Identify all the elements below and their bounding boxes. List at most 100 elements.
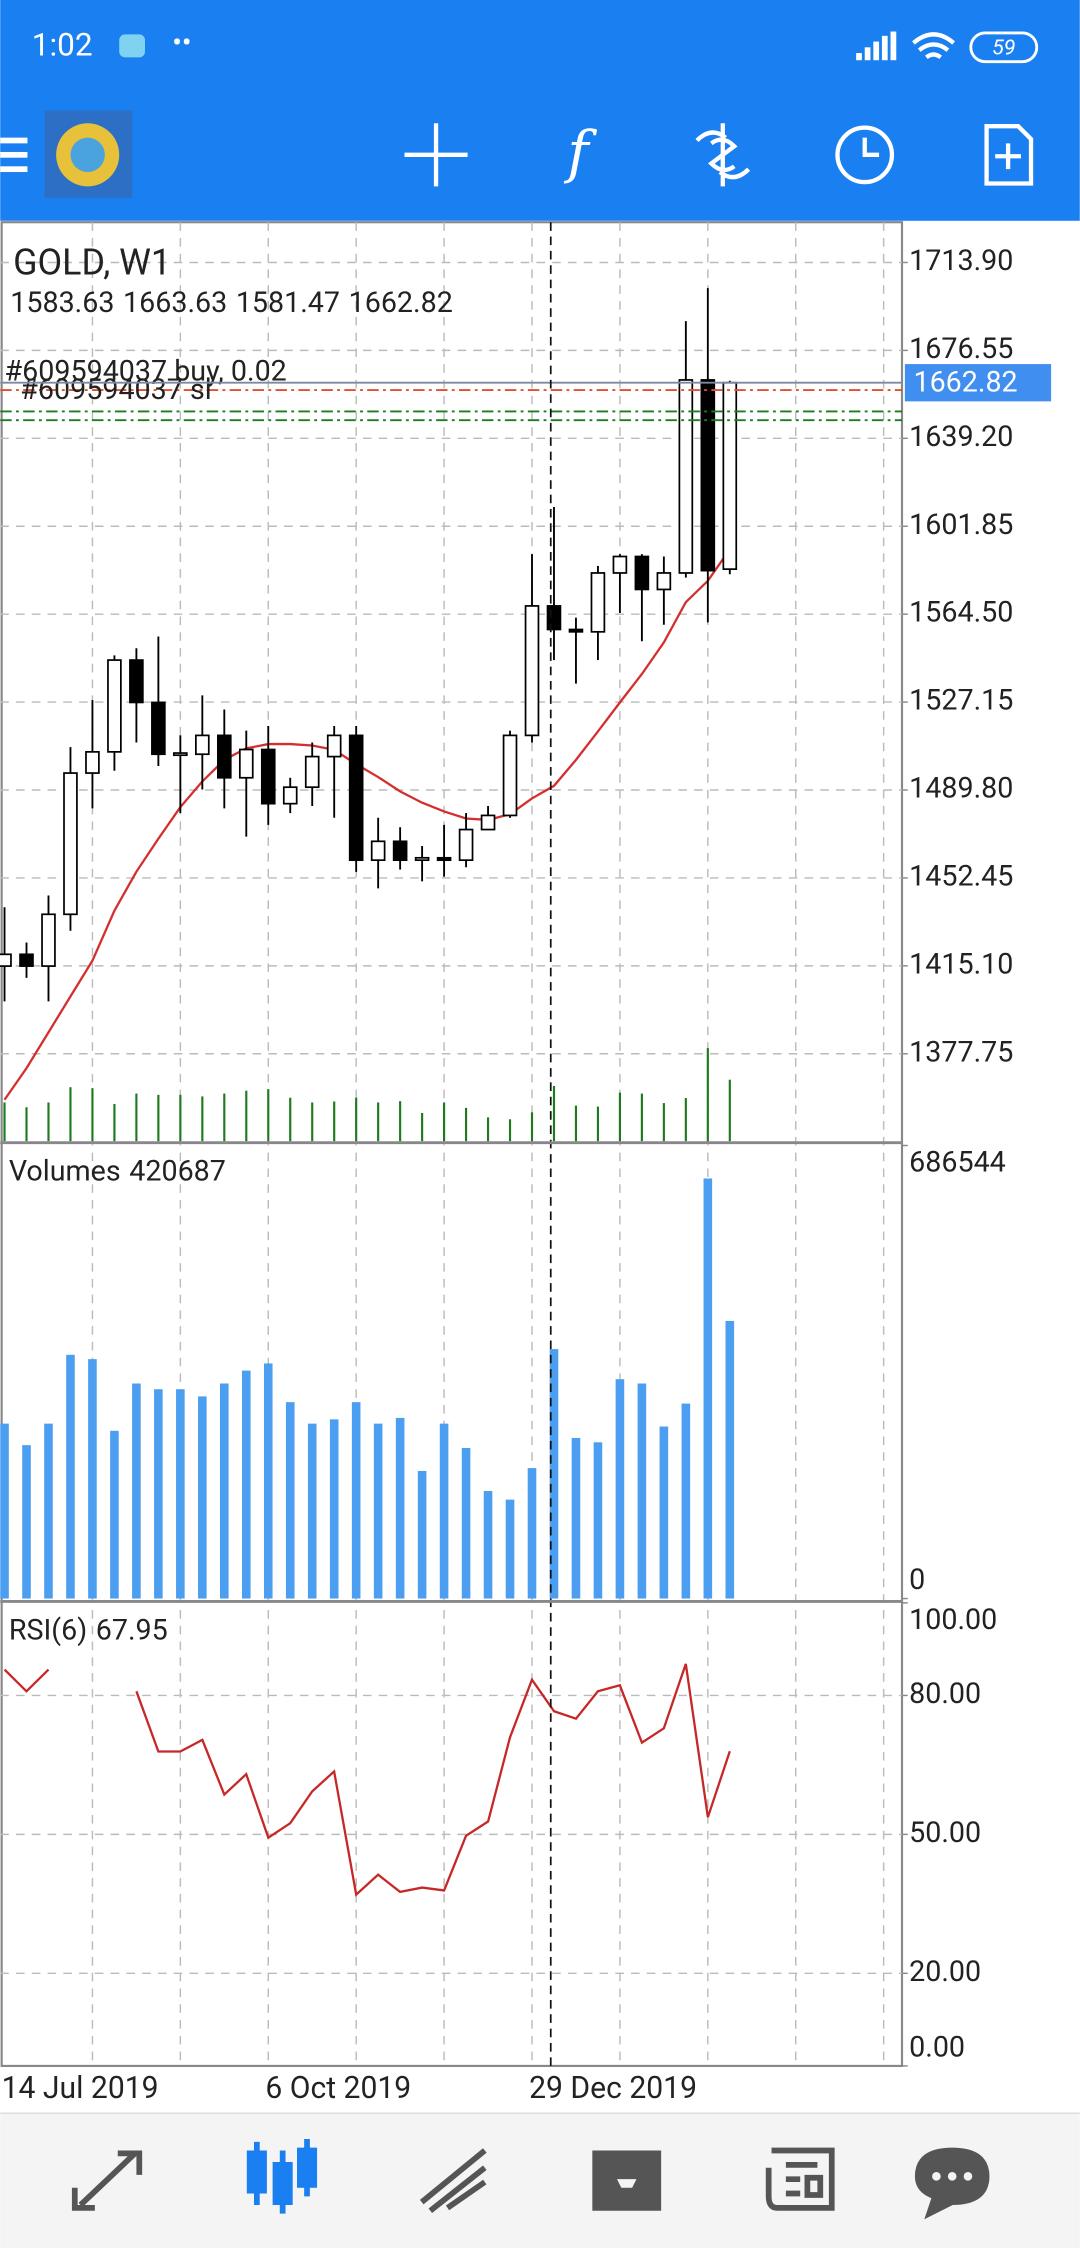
y-tick-label: 1527.15 [909, 683, 1013, 717]
candle-body [260, 748, 276, 805]
x-tick-label: 14 Jul 2019 [2, 2071, 159, 2106]
candle-body [63, 772, 78, 916]
rsi-last: 67.95 [96, 1612, 168, 1646]
candle-body [129, 659, 144, 704]
nav-chart[interactable] [246, 2139, 318, 2214]
candle-body [370, 840, 386, 862]
menu-button[interactable] [0, 137, 28, 173]
y-tick-label: 80.00 [909, 1676, 981, 1710]
chart-title: GOLD, W1 [13, 242, 171, 284]
nav-trade[interactable] [419, 2148, 487, 2213]
candle-body [107, 659, 122, 753]
new-order-button[interactable] [984, 124, 1034, 186]
volume-bar [527, 1468, 537, 1599]
volume-bar [329, 1419, 339, 1599]
status-icon [119, 34, 146, 58]
volume-bar [88, 1359, 97, 1599]
volume-bar [373, 1423, 383, 1599]
volume-bar [659, 1426, 669, 1599]
nav-history[interactable] [592, 2150, 662, 2211]
y-tick-label: 1452.45 [909, 859, 1013, 893]
candle-body [436, 856, 452, 862]
y-tick-label: 1415.10 [909, 946, 1013, 980]
volume-bar [132, 1383, 141, 1599]
candle-body [326, 734, 342, 758]
trade-button[interactable] [695, 123, 751, 187]
candle-body [612, 555, 628, 574]
volume-bar [351, 1402, 361, 1599]
volume-bar [241, 1370, 251, 1599]
crosshair-button[interactable] [404, 123, 468, 187]
volume-bar [154, 1389, 163, 1599]
rsi-name: RSI(6) [9, 1612, 87, 1646]
volume-bar [417, 1470, 427, 1599]
candle-body [678, 379, 694, 574]
volume-bar [593, 1442, 603, 1599]
y-tick-label: 1676.55 [909, 331, 1013, 365]
candle-body [19, 953, 34, 967]
battery-level: 59 [992, 35, 1015, 60]
volume-bar [571, 1437, 581, 1599]
candle-body [216, 734, 232, 779]
x-tick-label: 6 Oct 2019 [265, 2071, 411, 2106]
candle-body [656, 572, 672, 591]
candle-body [700, 379, 716, 572]
volume-bar [615, 1379, 625, 1599]
candle-body [502, 734, 518, 817]
y-tick-label: 100.00 [909, 1602, 997, 1636]
volume-bar [285, 1402, 295, 1599]
volume-bar [220, 1383, 229, 1599]
bottom-nav [0, 2113, 1080, 2248]
volume-bar [22, 1445, 31, 1599]
app-logo[interactable] [44, 110, 133, 198]
volume-bar [637, 1383, 647, 1599]
candle-body [304, 755, 320, 789]
candle-body [151, 701, 166, 756]
volume-title: Volumes 420687 [9, 1153, 226, 1187]
volume-bar [44, 1423, 53, 1599]
rsi-title: RSI(6) 67.95 [9, 1612, 168, 1646]
candle-body [590, 572, 606, 633]
status-time: 1:02 [32, 27, 93, 64]
candle-body [480, 814, 496, 831]
timeframe-button[interactable] [835, 125, 895, 185]
y-tick-label: 1564.50 [909, 595, 1013, 629]
close-value: 1662.82 [349, 285, 453, 319]
candle-body [524, 605, 540, 737]
volume-bar [176, 1389, 185, 1599]
candle-body [634, 555, 650, 591]
candle-body [458, 828, 474, 862]
chart-frame [0, 221, 904, 2067]
candle-body [238, 748, 254, 779]
volume-last: 420687 [129, 1153, 226, 1187]
candle-body [173, 752, 188, 757]
price-box [904, 364, 1052, 402]
volume-bar [505, 1499, 515, 1599]
moving-average [3, 548, 731, 1101]
volume-bar [681, 1403, 691, 1599]
volume-bar [66, 1354, 75, 1599]
y-tick-label: 1377.75 [909, 1034, 1013, 1068]
y-tick-label: 0 [909, 1562, 925, 1596]
volume-bar [395, 1417, 405, 1599]
candle-body [0, 953, 12, 967]
wifi-icon [912, 32, 956, 60]
nav-chat[interactable] [914, 2147, 990, 2220]
signal-icon [856, 31, 897, 61]
battery-icon [969, 31, 1039, 64]
candle-body [195, 734, 210, 756]
volume-bar [725, 1320, 735, 1599]
status-dots: •• [172, 25, 191, 59]
candle-body [282, 786, 298, 805]
candle-body [414, 856, 430, 862]
volume-bar [263, 1363, 273, 1599]
nav-news[interactable] [765, 2147, 835, 2211]
rsi-line [3, 1663, 731, 1897]
volume-bar [461, 1448, 471, 1599]
volume-bar [703, 1178, 713, 1599]
candle-body [392, 840, 408, 862]
nav-quotes[interactable] [71, 2150, 143, 2211]
volume-bar [483, 1491, 493, 1599]
